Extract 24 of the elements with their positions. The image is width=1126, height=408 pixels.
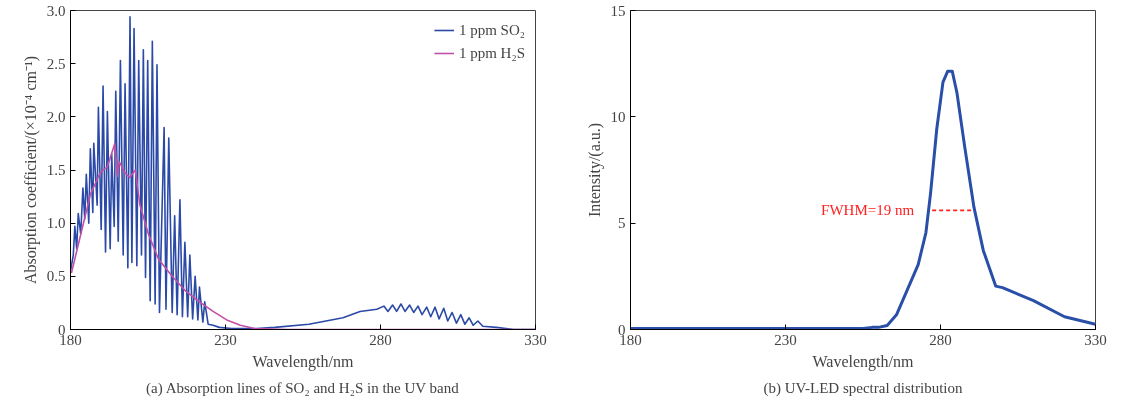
- legend-label: 1 ppm SO₂: [458, 21, 525, 39]
- y-tick-label: 15: [610, 2, 626, 19]
- y-tick-label: 10: [610, 108, 626, 125]
- y-tick-label: 2.5: [46, 55, 66, 72]
- y-tick-label: 0.5: [46, 268, 66, 285]
- x-tick-label: 280: [929, 331, 952, 348]
- text: (b) UV-LED spectral distribution: [763, 379, 963, 397]
- y-tick-label: 1.0: [46, 215, 66, 232]
- y-tick-label: 5: [618, 215, 626, 232]
- x-tick-label: 280: [369, 331, 392, 348]
- y-axis-title: Absorption coefficient/(×10⁻⁴ cm⁻¹): [21, 55, 40, 285]
- y-tick-label: 2.0: [46, 108, 66, 125]
- y-tick-label: 1.5: [46, 162, 66, 178]
- x-tick-label: 330: [1084, 331, 1107, 348]
- y-tick-label: 3.0: [46, 2, 66, 19]
- x-tick-label: 230: [214, 331, 237, 348]
- x-axis-title: Wavelength/nm: [812, 352, 915, 371]
- x-tick-label: 330: [524, 331, 547, 348]
- y-axis-title: Intensity/(a.u.): [585, 122, 604, 218]
- x-axis-title: Wavelength/nm: [252, 352, 355, 371]
- text: (a) Absorption lines of SO₂ and H₂S in the UV band: [146, 379, 460, 397]
- x-tick-label: 230: [774, 331, 797, 348]
- legend-label: 1 ppm H₂S: [458, 44, 525, 62]
- annotation: FWHM=19 nm: [821, 202, 915, 219]
